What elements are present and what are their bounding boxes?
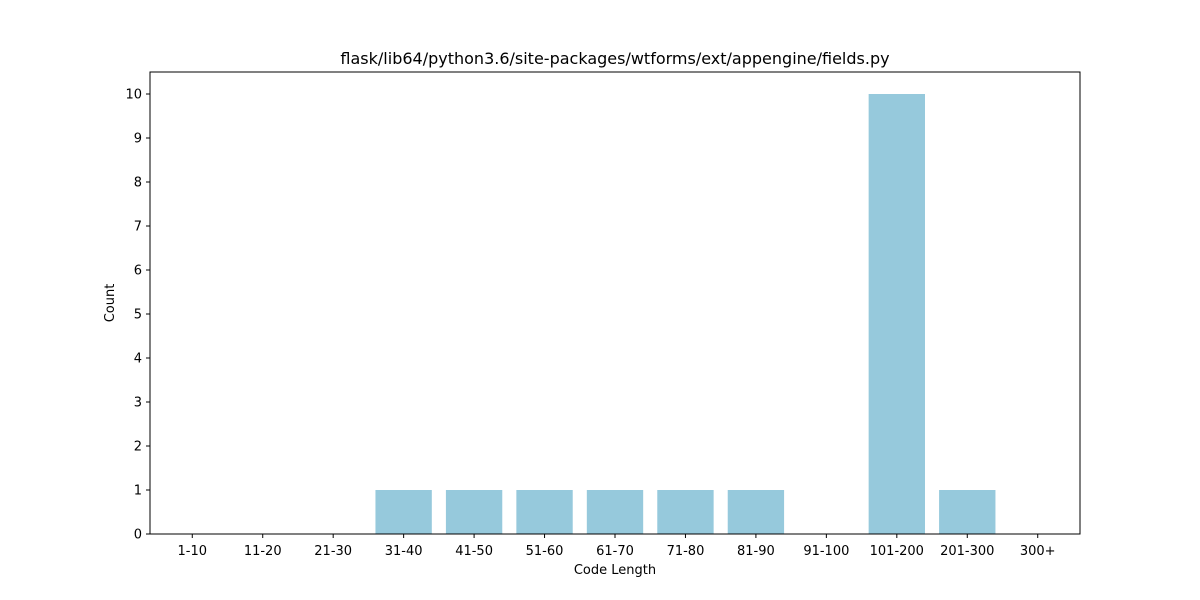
bar-51-60 <box>516 490 573 534</box>
bar-31-40 <box>375 490 432 534</box>
y-tick-label: 5 <box>134 308 142 323</box>
x-tick-label: 31-40 <box>385 544 423 559</box>
x-tick-label: 1-10 <box>178 544 208 559</box>
y-tick-label: 9 <box>134 132 142 147</box>
x-tick-label: 300+ <box>1020 544 1056 559</box>
x-axis-label: Code Length <box>574 563 656 578</box>
bar-201-300 <box>939 490 996 534</box>
x-tick-label: 11-20 <box>244 544 282 559</box>
y-tick-label: 0 <box>134 528 142 543</box>
x-tick-label: 101-200 <box>870 544 924 559</box>
x-tick-label: 91-100 <box>803 544 849 559</box>
y-tick-label: 2 <box>134 440 142 455</box>
y-tick-label: 8 <box>134 176 142 191</box>
x-tick-label: 41-50 <box>455 544 493 559</box>
plot-frame <box>149 71 1081 535</box>
bar-61-70 <box>586 490 644 534</box>
bars-group <box>375 94 996 534</box>
x-tick-label: 71-80 <box>667 544 705 559</box>
x-tick-label: 81-90 <box>737 544 775 559</box>
bar-81-90 <box>727 490 785 534</box>
bar-101-200 <box>868 94 925 534</box>
y-tick-label: 10 <box>125 88 142 103</box>
y-axis: 0 1 2 3 4 5 6 7 8 9 10 <box>125 88 150 543</box>
x-tick-label: 201-300 <box>940 544 994 559</box>
y-tick-label: 7 <box>134 220 142 235</box>
bar-41-50 <box>445 490 503 534</box>
y-axis-label: Count <box>103 284 118 323</box>
y-tick-label: 1 <box>134 484 142 499</box>
chart-title: flask/lib64/python3.6/site-packages/wtfo… <box>340 49 889 68</box>
x-tick-label: 51-60 <box>526 544 564 559</box>
x-tick-label: 21-30 <box>314 544 352 559</box>
y-tick-label: 6 <box>134 264 142 279</box>
x-axis: 1-10 11-20 21-30 31-40 41-50 51-60 61-70 71-80 8… <box>178 534 1056 559</box>
bar-71-80 <box>657 490 714 534</box>
y-tick-label: 3 <box>134 396 142 411</box>
x-tick-label: 61-70 <box>596 544 634 559</box>
y-tick-label: 4 <box>134 352 142 367</box>
